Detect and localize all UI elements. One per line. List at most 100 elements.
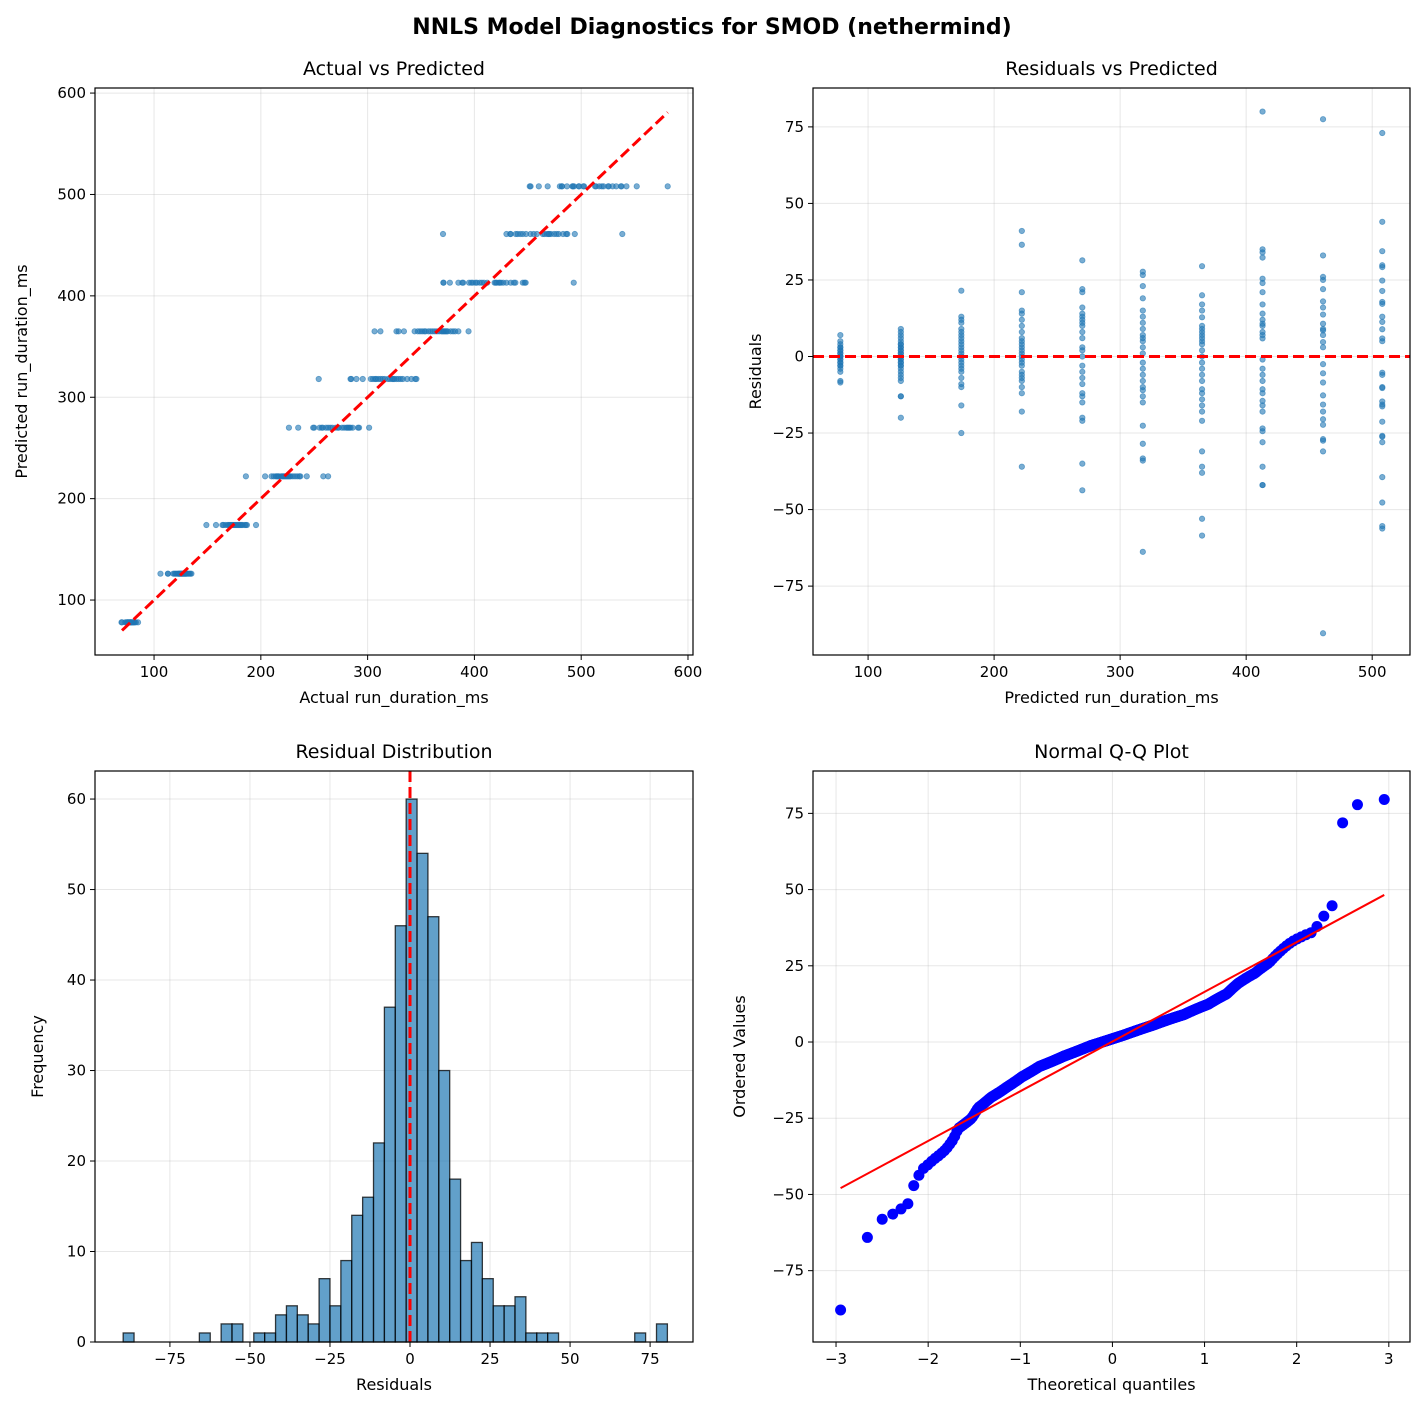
x-tick-label: 1 <box>1200 1350 1210 1368</box>
scatter-point <box>897 393 904 400</box>
scatter-point <box>439 230 447 238</box>
scatter-point <box>268 473 275 480</box>
scatter-point <box>1319 392 1327 399</box>
x-tick-label: 75 <box>641 1350 660 1368</box>
scatter-point <box>393 328 400 335</box>
scatter-point <box>1018 227 1025 235</box>
scatter-point <box>1319 276 1327 284</box>
scatter-point <box>1139 325 1146 333</box>
scatter-point <box>400 328 408 335</box>
y-tick-label: 50 <box>67 881 86 899</box>
qq-point <box>1318 910 1330 922</box>
histogram-bar <box>427 916 440 1343</box>
scatter-point <box>1139 387 1146 394</box>
scatter-point <box>519 279 526 286</box>
scatter-point <box>1379 318 1386 326</box>
scatter-point <box>1198 307 1206 314</box>
scatter-point <box>1319 437 1327 444</box>
histogram-bar <box>296 1314 309 1343</box>
histogram-bar <box>394 925 407 1343</box>
scatter-point <box>1198 365 1206 372</box>
figure-suptitle: NNLS Model Diagnostics for SMOD (netherm… <box>412 15 1011 40</box>
scatter-point <box>1198 408 1206 415</box>
scatter-point <box>353 375 360 383</box>
scatter-point <box>1379 326 1386 333</box>
normal-qq-spines <box>812 770 1411 1343</box>
scatter-point <box>1018 384 1025 391</box>
scatter-point <box>1018 310 1025 317</box>
scatter-point <box>1379 277 1386 284</box>
x-tick-label: −2 <box>917 1350 939 1368</box>
scatter-point <box>1139 399 1146 406</box>
x-tick-label: −75 <box>154 1350 186 1368</box>
scatter-point <box>1319 416 1327 423</box>
scatter-point <box>1259 428 1266 435</box>
scatter-point <box>316 424 323 431</box>
scatter-point <box>1079 487 1086 494</box>
x-tick-label: 2 <box>1292 1350 1302 1368</box>
residual-distribution-spines <box>94 770 694 1343</box>
scatter-point <box>1198 396 1206 403</box>
residual-distribution-y-axis-label: Frequency <box>28 1015 47 1098</box>
histogram-bar <box>470 1241 484 1343</box>
y-tick-label: −50 <box>772 501 804 519</box>
scatter-point <box>1319 320 1327 327</box>
scatter-point <box>1139 313 1146 320</box>
scatter-point <box>664 183 671 190</box>
scatter-point <box>837 331 844 339</box>
y-tick-label: 40 <box>67 971 86 989</box>
scatter-point <box>1259 254 1266 261</box>
scatter-point <box>1379 433 1386 440</box>
scatter-point <box>1018 322 1025 329</box>
actual-vs-predicted-y-axis-label: Predicted run_duration_ms <box>12 264 32 478</box>
scatter-point <box>1379 525 1386 532</box>
scatter-point <box>556 183 563 190</box>
scatter-point <box>958 402 965 409</box>
y-tick-label: 25 <box>785 271 804 289</box>
scatter-point <box>1198 448 1206 455</box>
y-tick-label: 200 <box>57 490 86 508</box>
actual-vs-predicted-panel: 100 200 300 400 500 600 100 200 300 400 500 600 Actu… <box>12 58 702 708</box>
y-tick-label: −25 <box>772 1109 804 1127</box>
scatter-point <box>377 328 384 335</box>
scatter-point <box>1319 311 1327 318</box>
scatter-point <box>1079 289 1086 296</box>
residuals-vs-predicted-marks <box>813 108 1410 637</box>
scatter-point <box>591 183 599 190</box>
residuals-vs-predicted-panel: 100 200 300 400 500 −75 −50 −25 0 25 50 75 Residuals… <box>746 58 1411 708</box>
y-tick-label: −75 <box>772 1262 804 1280</box>
scatter-point <box>1259 301 1266 308</box>
histogram-bar <box>264 1332 277 1343</box>
histogram-bar <box>318 1278 331 1343</box>
scatter-point <box>1079 328 1086 336</box>
scatter-point <box>242 473 249 480</box>
scatter-point <box>1198 377 1206 385</box>
histogram-bar <box>253 1332 266 1343</box>
scatter-point <box>491 279 498 286</box>
scatter-point <box>1198 341 1206 348</box>
x-tick-label: 300 <box>1106 663 1135 681</box>
qq-point <box>1378 794 1390 806</box>
scatter-point <box>503 230 510 238</box>
scatter-point <box>1079 460 1086 467</box>
scatter-point <box>1379 371 1386 378</box>
scatter-point <box>1319 339 1327 346</box>
y-tick-label: 300 <box>57 388 86 406</box>
histogram-bar <box>383 1006 396 1343</box>
scatter-point <box>1018 377 1025 385</box>
scatter-point <box>1079 393 1086 400</box>
histogram-bar <box>405 798 418 1343</box>
scatter-point <box>1079 417 1086 424</box>
scatter-point <box>118 619 125 626</box>
histogram-bar <box>547 1332 560 1343</box>
scatter-point <box>212 521 220 529</box>
histogram-bar <box>481 1278 494 1343</box>
scatter-point <box>1379 218 1386 225</box>
identity-reference-line <box>120 111 669 632</box>
scatter-point <box>164 570 172 577</box>
scatter-point <box>354 424 362 431</box>
y-tick-label: 10 <box>67 1243 86 1261</box>
scatter-point <box>1259 365 1266 372</box>
scatter-point <box>1319 370 1327 377</box>
